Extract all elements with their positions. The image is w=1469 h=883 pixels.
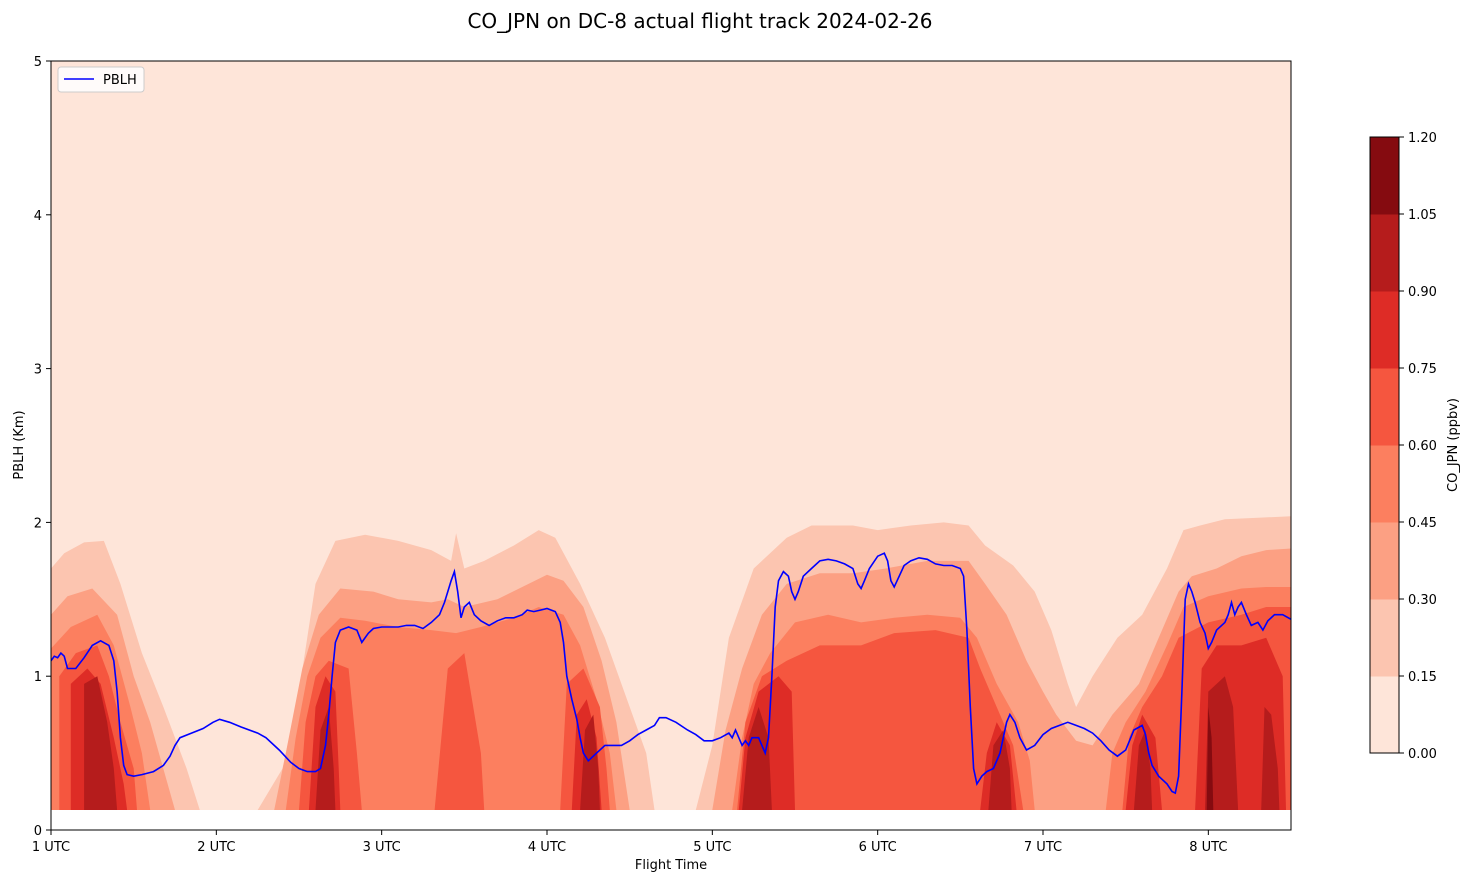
colorbar-tick-label: 0.15 bbox=[1408, 670, 1437, 685]
legend: PBLH bbox=[57, 66, 145, 93]
x-tick-label: 5 UTC bbox=[693, 840, 731, 855]
legend-label-pblh: PBLH bbox=[103, 73, 137, 88]
x-axis: 1 UTC 2 UTC 3 UTC 4 UTC 5 UTC 6 UTC 7 UTC 8 UTC bbox=[32, 830, 1227, 855]
colorbar-tick-label: 0.90 bbox=[1408, 285, 1437, 300]
y-tick-label: 1 bbox=[34, 670, 42, 685]
x-tick-label: 1 UTC bbox=[32, 840, 70, 855]
y-tick-label: 0 bbox=[34, 824, 42, 839]
x-tick-label: 8 UTC bbox=[1189, 840, 1227, 855]
contour-band-7 bbox=[1206, 707, 1214, 810]
colorbar-band bbox=[1370, 214, 1399, 292]
colorbar-tick-label: 1.20 bbox=[1408, 131, 1437, 146]
colorbar-tick-label: 1.05 bbox=[1408, 208, 1437, 223]
contour-band-4 bbox=[59, 607, 1291, 810]
colorbar-tick-label: 0.30 bbox=[1408, 593, 1437, 608]
y-tick-label: 5 bbox=[34, 55, 42, 70]
colorbar-band bbox=[1370, 368, 1399, 446]
x-tick-label: 6 UTC bbox=[859, 840, 897, 855]
colorbar-band bbox=[1370, 137, 1399, 215]
y-tick-label: 3 bbox=[34, 363, 42, 378]
chart-title: CO_JPN on DC-8 actual flight track 2024-… bbox=[467, 9, 932, 33]
legend-box bbox=[57, 66, 145, 93]
colorbar-band bbox=[1370, 522, 1399, 600]
colorbar-band bbox=[1370, 676, 1399, 754]
x-tick-label: 4 UTC bbox=[528, 840, 566, 855]
colorbar-band bbox=[1370, 599, 1399, 677]
y-axis-label: PBLH (Km) bbox=[12, 410, 27, 479]
y-tick-label: 2 bbox=[34, 516, 42, 531]
pblh-line bbox=[51, 552, 1291, 795]
colorbar-band bbox=[1370, 291, 1399, 369]
x-tick-label: 7 UTC bbox=[1024, 840, 1062, 855]
colorbar-tick-label: 0.45 bbox=[1408, 516, 1437, 531]
contour-fill bbox=[51, 61, 1291, 811]
colorbar-label: CO_JPN (ppbv) bbox=[1446, 398, 1461, 492]
contour-band-6 bbox=[84, 676, 1280, 810]
y-axis: 0 1 2 3 4 5 bbox=[34, 55, 51, 839]
colorbar: 0.00 0.15 0.30 0.45 0.60 0.75 0.90 1.05 1.20 bbox=[1369, 131, 1437, 762]
colorbar-band bbox=[1370, 445, 1399, 523]
plot-frame bbox=[50, 60, 1292, 831]
x-tick-label: 3 UTC bbox=[363, 840, 401, 855]
colorbar-tick-label: 0.60 bbox=[1408, 439, 1437, 454]
colorbar-tick-label: 0.00 bbox=[1408, 747, 1437, 762]
colorbar-tick-label: 0.75 bbox=[1408, 362, 1437, 377]
plot-area bbox=[50, 60, 1292, 831]
x-axis-label: Flight Time bbox=[635, 858, 707, 873]
y-tick-label: 4 bbox=[34, 209, 42, 224]
x-tick-label: 2 UTC bbox=[197, 840, 235, 855]
contour-band-0 bbox=[51, 61, 1291, 811]
